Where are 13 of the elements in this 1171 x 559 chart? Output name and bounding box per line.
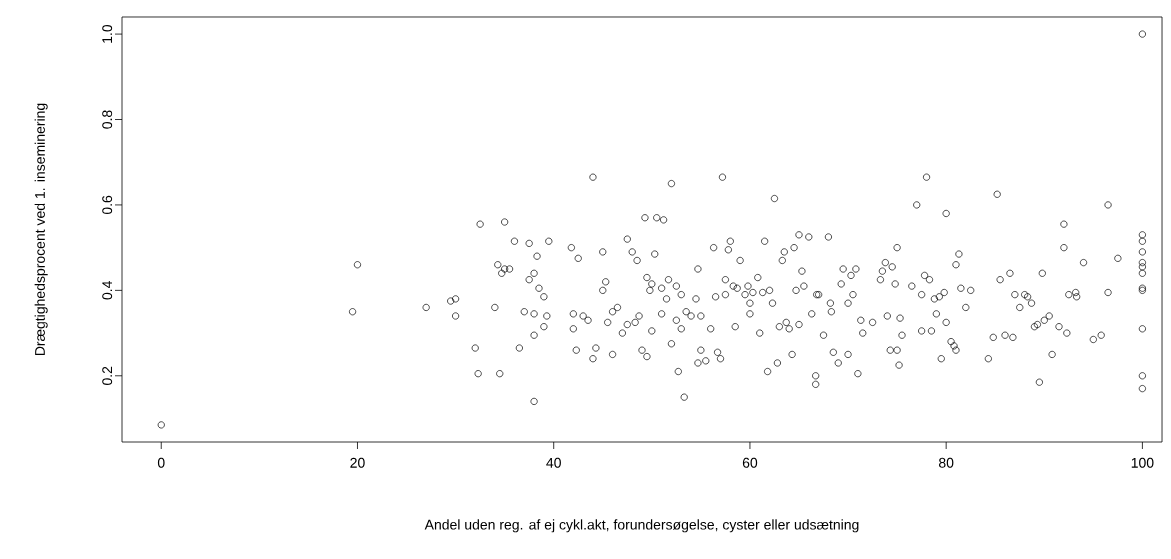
x-tick-label: 20 [350, 457, 365, 468]
y-axis-title: Drægtighedsprocent ved 1. inseminering [34, 103, 48, 356]
y-tick-label: 0.4 [102, 281, 113, 300]
x-tick-label: 60 [742, 457, 758, 468]
x-tick-label: 80 [938, 457, 954, 468]
x-tick-label: 0 [157, 457, 165, 468]
y-tick-label: 0.8 [102, 110, 113, 129]
y-tick-label: 1.0 [102, 24, 113, 43]
x-tick-label: 40 [546, 457, 561, 468]
y-tick-label: 0.6 [102, 195, 113, 215]
x-tick-label: 100 [1131, 457, 1154, 468]
y-tick-label: 0.2 [102, 366, 113, 385]
x-axis-title: Andel uden reg. af ej cykl.akt, forundersøgelse, cyster eller udsætning [424, 519, 859, 533]
